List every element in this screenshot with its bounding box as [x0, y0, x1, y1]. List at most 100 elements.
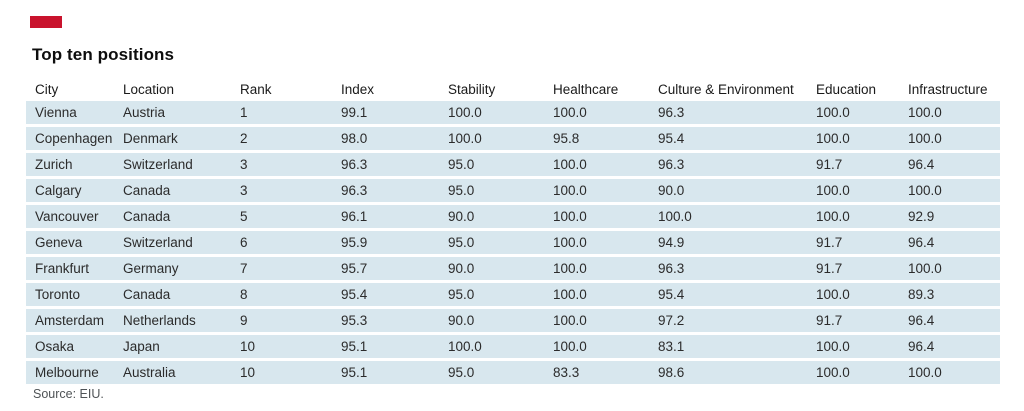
- table-row: Zurich Switzerland 3 96.3 95.0 100.0 96.3 91.7 9…: [26, 153, 1000, 176]
- table-cell: 100.0: [816, 183, 850, 198]
- table-cell: Germany: [123, 261, 179, 276]
- table-cell: 10: [240, 365, 256, 380]
- table-cell: 96.3: [658, 105, 685, 120]
- table-cell: 95.1: [341, 339, 368, 354]
- table-cell: 91.7: [816, 261, 843, 276]
- table-cell: 100.0: [553, 261, 587, 276]
- table-cell: Frankfurt: [35, 261, 90, 276]
- table-cell: 5: [240, 209, 248, 224]
- table-cell: 7: [240, 261, 248, 276]
- table-cell: 90.0: [658, 183, 685, 198]
- table-cell: Vienna: [35, 105, 77, 120]
- table-cell: 95.4: [341, 287, 368, 302]
- table-cell: 100.0: [448, 339, 482, 354]
- table-cell: Melbourne: [35, 365, 99, 380]
- table-cell: 83.1: [658, 339, 685, 354]
- table-cell: Denmark: [123, 131, 178, 146]
- table-cell: 100.0: [553, 105, 587, 120]
- table-cell: 96.4: [908, 157, 935, 172]
- table-cell: Canada: [123, 183, 171, 198]
- table-cell: 100.0: [908, 105, 942, 120]
- table-cell: 1: [240, 105, 248, 120]
- table-cell: Copenhagen: [35, 131, 113, 146]
- table-cell: 95.0: [448, 287, 475, 302]
- table-cell: 100.0: [553, 157, 587, 172]
- table-cell: 2: [240, 131, 248, 146]
- table-cell: 96.3: [341, 157, 368, 172]
- table-cell: 94.9: [658, 235, 685, 250]
- table-cell: 96.4: [908, 313, 935, 328]
- table-row: Frankfurt Germany 7 95.7 90.0 100.0 96.3 91.7 10…: [26, 257, 1000, 280]
- table-cell: Vancouver: [35, 209, 99, 224]
- table-cell: 3: [240, 157, 248, 172]
- table-cell: 95.4: [658, 287, 685, 302]
- table-cell: 91.7: [816, 313, 843, 328]
- table-cell: 100.0: [553, 183, 587, 198]
- table-cell: 98.6: [658, 365, 685, 380]
- table-cell: Zurich: [35, 157, 73, 172]
- table-cell: 95.1: [341, 365, 368, 380]
- table-cell: 3: [240, 183, 248, 198]
- table-cell: 100.0: [448, 131, 482, 146]
- table-cell: Canada: [123, 209, 171, 224]
- table-cell: 95.3: [341, 313, 368, 328]
- table-row: Copenhagen Denmark 2 98.0 100.0 95.8 95.4 100.0…: [26, 127, 1000, 150]
- brand-red-tab-icon: [30, 16, 62, 28]
- table-cell: 95.9: [341, 235, 368, 250]
- table-cell: 99.1: [341, 105, 368, 120]
- table-cell: 92.9: [908, 209, 935, 224]
- table-cell: 100.0: [816, 339, 850, 354]
- page-title: Top ten positions: [32, 45, 175, 64]
- column-header-infrastructure: Infrastructure: [908, 82, 988, 97]
- table-cell: 96.3: [658, 261, 685, 276]
- top-ten-table: City Location Rank Index Stability Healt…: [26, 78, 1000, 387]
- table-cell: Switzerland: [123, 157, 193, 172]
- table-cell: 95.0: [448, 157, 475, 172]
- table-cell: 95.0: [448, 365, 475, 380]
- table-cell: 6: [240, 235, 248, 250]
- table-cell: 96.4: [908, 339, 935, 354]
- table-cell: 100.0: [816, 131, 850, 146]
- table-cell: 100.0: [908, 183, 942, 198]
- column-header-stability: Stability: [448, 82, 496, 97]
- column-header-culture-environment: Culture & Environment: [658, 82, 794, 97]
- table-cell: Canada: [123, 287, 171, 302]
- table-cell: 95.0: [448, 183, 475, 198]
- table-row: Melbourne Australia 10 95.1 95.0 83.3 98.6 100.…: [26, 361, 1000, 384]
- table-cell: 97.2: [658, 313, 685, 328]
- table-cell: 89.3: [908, 287, 935, 302]
- table-cell: 100.0: [908, 365, 942, 380]
- table-cell: 98.0: [341, 131, 368, 146]
- table-cell: 100.0: [908, 131, 942, 146]
- table-row: Amsterdam Netherlands 9 95.3 90.0 100.0 97.2 91…: [26, 309, 1000, 332]
- table-cell: 9: [240, 313, 248, 328]
- table-row: Vienna Austria 1 99.1 100.0 100.0 96.3 100.0 100…: [26, 101, 1000, 124]
- table-header-row: City Location Rank Index Stability Healt…: [26, 78, 1000, 101]
- table-body: Vienna Austria 1 99.1 100.0 100.0 96.3 100.0 100…: [26, 101, 1000, 384]
- table-cell: 83.3: [553, 365, 580, 380]
- table-row: Geneva Switzerland 6 95.9 95.0 100.0 94.9 91.7 9…: [26, 231, 1000, 254]
- table-cell: 96.3: [341, 183, 368, 198]
- table-cell: Australia: [123, 365, 176, 380]
- table-cell: 100.0: [908, 261, 942, 276]
- table-cell: Osaka: [35, 339, 75, 354]
- column-header-location: Location: [123, 82, 175, 97]
- table-cell: 100.0: [553, 287, 587, 302]
- table-cell: 90.0: [448, 209, 475, 224]
- source-note: Source: EIU.: [33, 387, 104, 401]
- table-cell: 100.0: [816, 209, 850, 224]
- table-row: Vancouver Canada 5 96.1 90.0 100.0 100.0 100.0 9…: [26, 205, 1000, 228]
- table-cell: Austria: [123, 105, 166, 120]
- table-cell: Japan: [123, 339, 160, 354]
- column-header-index: Index: [341, 82, 375, 97]
- column-header-city: City: [35, 82, 59, 97]
- table-cell: 95.7: [341, 261, 368, 276]
- table-cell: 96.1: [341, 209, 368, 224]
- table-cell: 90.0: [448, 261, 475, 276]
- table-cell: 95.8: [553, 131, 580, 146]
- table-cell: 96.3: [658, 157, 685, 172]
- table-cell: 90.0: [448, 313, 475, 328]
- table-cell: 100.0: [553, 313, 587, 328]
- table-cell: 100.0: [816, 287, 850, 302]
